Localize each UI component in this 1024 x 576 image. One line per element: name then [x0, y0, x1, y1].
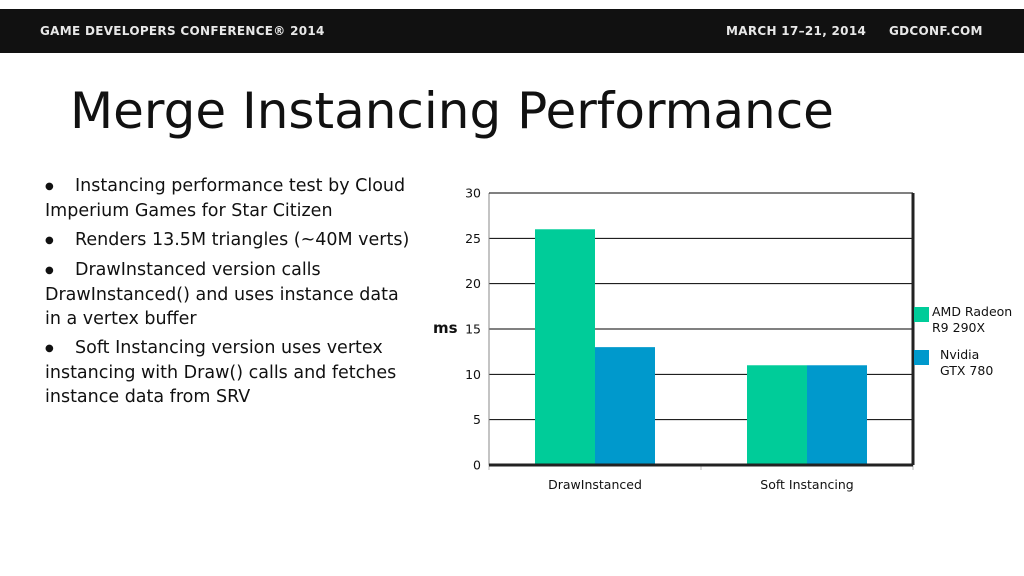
conference-dates: MARCH 17–21, 2014 — [726, 24, 867, 38]
bar — [535, 229, 595, 465]
y-tick-label: 25 — [465, 231, 481, 246]
bullet-item: ● Instancing performance test by Cloud Im… — [45, 174, 410, 223]
y-tick-label: 15 — [465, 322, 481, 337]
bar-chart: 0 5 10 15 20 25 30 DrawInstanced Soft Instancing… — [420, 180, 1024, 510]
bullet-text: Instancing performance test by Cloud Imp… — [45, 176, 406, 221]
y-tick-label: 10 — [465, 367, 481, 382]
header-bar: GAME DEVELOPERS CONFERENCE® 2014 MARCH 1… — [0, 9, 1024, 53]
bullet-list: ● Instancing performance test by Cloud Im… — [45, 174, 410, 414]
y-tick-label: 30 — [465, 186, 481, 201]
bullet-item: ● DrawInstanced version calls DrawInstanc… — [45, 258, 410, 331]
bar — [747, 365, 807, 465]
y-tick-label: 5 — [473, 412, 481, 427]
bullet-icon: ● — [45, 235, 54, 246]
bullet-item: ● Renders 13.5M triangles (~40M verts) — [45, 228, 410, 253]
x-tick-label: DrawInstanced — [548, 477, 642, 492]
legend-label: Nvidia GTX 780 — [940, 347, 994, 378]
bullet-icon: ● — [45, 181, 54, 192]
y-tick-label: 0 — [473, 458, 481, 473]
y-tick-label: 20 — [465, 276, 481, 291]
bullet-icon: ● — [45, 265, 54, 276]
legend-swatch — [914, 307, 929, 322]
bullet-text: DrawInstanced version calls DrawInstance… — [45, 260, 399, 329]
legend-swatch — [914, 350, 929, 365]
bullet-text: Soft Instancing version uses vertex inst… — [45, 338, 397, 407]
x-tick-label: Soft Instancing — [760, 477, 853, 492]
conference-website: GDCONF.COM — [889, 24, 983, 38]
legend-label: AMD Radeon R9 290X — [932, 304, 1013, 335]
bar — [595, 347, 655, 465]
bullet-item: ● Soft Instancing version uses vertex ins… — [45, 336, 410, 409]
bullet-text: Renders 13.5M triangles (~40M verts) — [75, 230, 410, 250]
chart-canvas: 0 5 10 15 20 25 30 DrawInstanced Soft Instancing — [465, 186, 915, 492]
slide-title: Merge Instancing Performance — [70, 82, 834, 140]
conference-name: GAME DEVELOPERS CONFERENCE® 2014 — [40, 24, 325, 38]
y-axis-label: ms — [433, 319, 458, 337]
bar — [807, 365, 867, 465]
bullet-icon: ● — [45, 343, 54, 354]
